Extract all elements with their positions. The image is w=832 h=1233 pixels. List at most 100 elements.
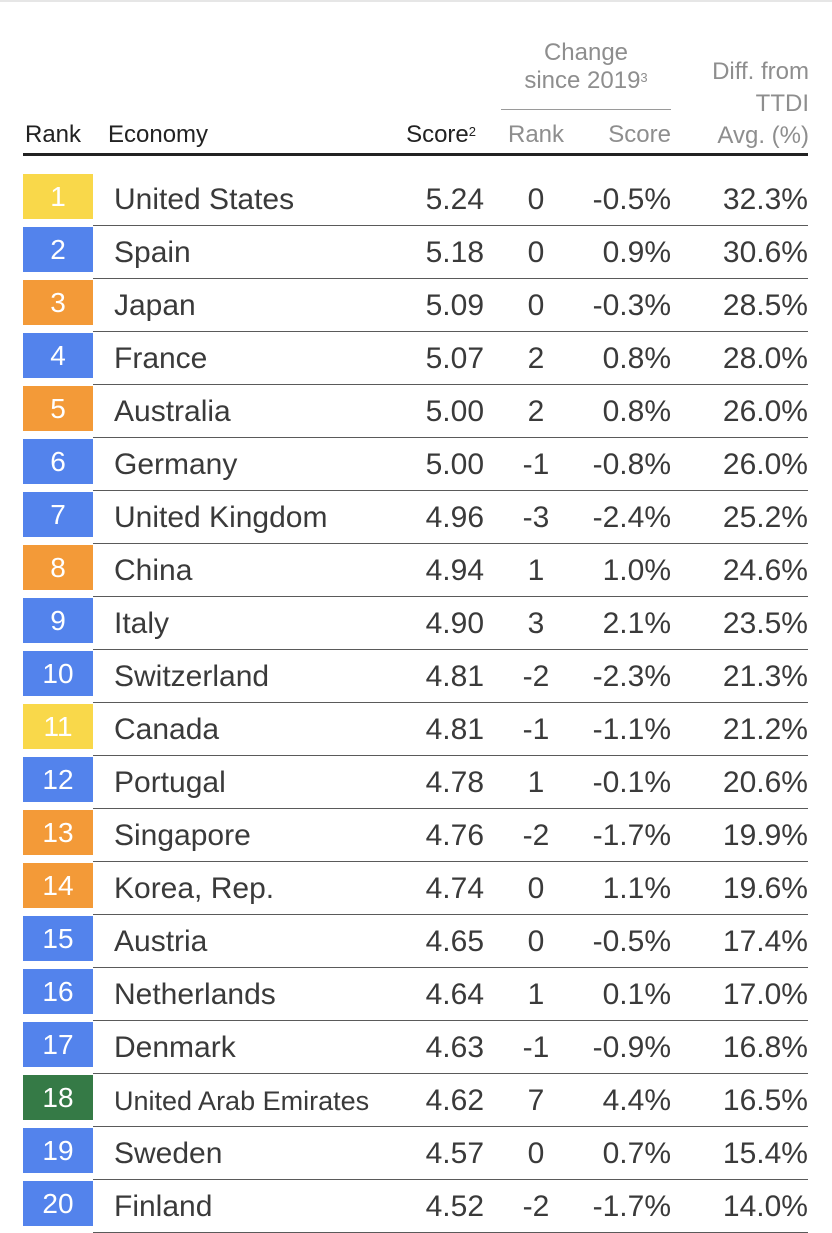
- table-row: 16 Netherlands 4.64 1 0.1% 17.0%: [23, 968, 808, 1021]
- row-separator: [93, 1126, 808, 1127]
- rank-change-cell: 0: [527, 925, 545, 958]
- rank-badge: 11: [23, 704, 93, 749]
- score-cell: 4.57: [425, 1137, 484, 1170]
- diff-cell: 32.3%: [722, 183, 808, 216]
- rank-badge: 3: [23, 280, 93, 325]
- rank-badge: 17: [23, 1022, 93, 1067]
- score-change-cell: 0.9%: [602, 236, 671, 269]
- row-separator: [93, 808, 808, 809]
- table-row: 8 China 4.94 1 1.0% 24.6%: [23, 544, 808, 597]
- rank-change-cell: 0: [527, 289, 545, 322]
- rank-badge: 8: [23, 545, 93, 590]
- diff-cell: 21.2%: [722, 713, 808, 746]
- rank-badge: 1: [23, 174, 93, 219]
- table-row: 4 France 5.07 2 0.8% 28.0%: [23, 332, 808, 385]
- diff-cell: 28.5%: [722, 289, 808, 322]
- diff-cell: 17.0%: [722, 978, 808, 1011]
- rank-change-cell: -2: [522, 660, 550, 693]
- table-row: 14 Korea, Rep. 4.74 0 1.1% 19.6%: [23, 862, 808, 915]
- score-cell: 4.78: [425, 766, 484, 799]
- header-diff-line3: Avg. (%): [717, 122, 809, 149]
- table-row: 11 Canada 4.81 -1 -1.1% 21.2%: [23, 703, 808, 756]
- header-change-score: Score: [608, 121, 671, 148]
- score-cell: 4.81: [425, 713, 484, 746]
- score-cell: 4.96: [425, 501, 484, 534]
- row-separator: [93, 543, 808, 544]
- score-change-cell: -0.5%: [592, 183, 671, 216]
- score-change-cell: 4.4%: [602, 1084, 671, 1117]
- score-cell: 4.62: [425, 1084, 484, 1117]
- score-cell: 4.63: [425, 1031, 484, 1064]
- diff-cell: 19.6%: [722, 872, 808, 905]
- diff-cell: 14.0%: [722, 1190, 808, 1223]
- score-cell: 4.94: [425, 554, 484, 587]
- header-rule: [23, 153, 808, 156]
- row-separator: [93, 331, 808, 332]
- economy-cell: Japan: [114, 289, 196, 322]
- rank-change-cell: 2: [527, 395, 545, 428]
- diff-cell: 16.8%: [722, 1031, 808, 1064]
- rank-change-cell: 0: [527, 183, 545, 216]
- rank-change-cell: 1: [527, 978, 545, 1011]
- score-cell: 4.81: [425, 660, 484, 693]
- score-change-cell: 2.1%: [602, 607, 671, 640]
- rank-change-cell: 1: [527, 554, 545, 587]
- table-row: 18 United Arab Emirates 4.62 7 4.4% 16.5%: [23, 1074, 808, 1127]
- score-change-cell: 0.7%: [602, 1137, 671, 1170]
- diff-cell: 16.5%: [722, 1084, 808, 1117]
- diff-cell: 19.9%: [722, 819, 808, 852]
- row-separator: [93, 384, 808, 385]
- header-rank: Rank: [25, 121, 82, 148]
- rank-change-cell: 0: [527, 1137, 545, 1170]
- score-cell: 4.74: [425, 872, 484, 905]
- top-border: [0, 0, 832, 2]
- table-row: 7 United Kingdom 4.96 -3 -2.4% 25.2%: [23, 491, 808, 544]
- rank-change-cell: -1: [522, 713, 550, 746]
- ranking-table: Rank Economy Score2 Change since 20193 R…: [23, 0, 809, 1233]
- economy-cell: United Kingdom: [114, 501, 328, 534]
- header-score-label: Score: [406, 121, 469, 148]
- economy-cell: United States: [114, 183, 295, 216]
- table-header: Rank Economy Score2 Change since 20193 R…: [23, 0, 809, 160]
- table-row: 1 United States 5.24 0 -0.5% 32.3%: [23, 173, 808, 226]
- rank-change-cell: 0: [527, 236, 545, 269]
- score-change-cell: 1.1%: [602, 872, 671, 905]
- score-change-cell: -1.7%: [592, 1190, 671, 1223]
- diff-cell: 20.6%: [722, 766, 808, 799]
- economy-cell: China: [114, 554, 193, 587]
- table-row: 19 Sweden 4.57 0 0.7% 15.4%: [23, 1127, 808, 1180]
- rank-change-cell: -1: [522, 1031, 550, 1064]
- header-score-footnote: 2: [468, 124, 476, 139]
- diff-cell: 26.0%: [722, 395, 808, 428]
- score-change-cell: -2.4%: [592, 501, 671, 534]
- economy-cell: Switzerland: [114, 660, 270, 693]
- row-separator: [93, 755, 808, 756]
- change-group-rule: [501, 109, 671, 110]
- row-separator: [93, 1073, 808, 1074]
- rank-badge: 16: [23, 969, 93, 1014]
- header-diff: Diff. from TTDI Avg. (%): [691, 56, 809, 152]
- row-separator: [93, 702, 808, 703]
- score-cell: 4.65: [425, 925, 484, 958]
- rank-badge: 7: [23, 492, 93, 537]
- diff-cell: 28.0%: [722, 342, 808, 375]
- row-separator: [93, 649, 808, 650]
- rank-badge: 4: [23, 333, 93, 378]
- table-row: 5 Australia 5.00 2 0.8% 26.0%: [23, 385, 808, 438]
- rank-change-cell: 1: [527, 766, 545, 799]
- rank-change-cell: -3: [522, 501, 550, 534]
- economy-cell: Singapore: [114, 819, 251, 852]
- header-change-rank: Rank: [507, 121, 565, 148]
- rank-change-cell: -1: [522, 448, 550, 481]
- row-separator: [93, 1179, 808, 1180]
- score-cell: 5.00: [425, 448, 484, 481]
- header-economy: Economy: [108, 121, 209, 148]
- diff-cell: 17.4%: [722, 925, 808, 958]
- score-change-cell: -1.1%: [592, 713, 671, 746]
- economy-cell: Portugal: [114, 766, 226, 799]
- score-change-cell: 0.8%: [602, 342, 671, 375]
- rank-badge: 6: [23, 439, 93, 484]
- diff-cell: 15.4%: [722, 1137, 808, 1170]
- row-separator: [93, 967, 808, 968]
- score-cell: 4.76: [425, 819, 484, 852]
